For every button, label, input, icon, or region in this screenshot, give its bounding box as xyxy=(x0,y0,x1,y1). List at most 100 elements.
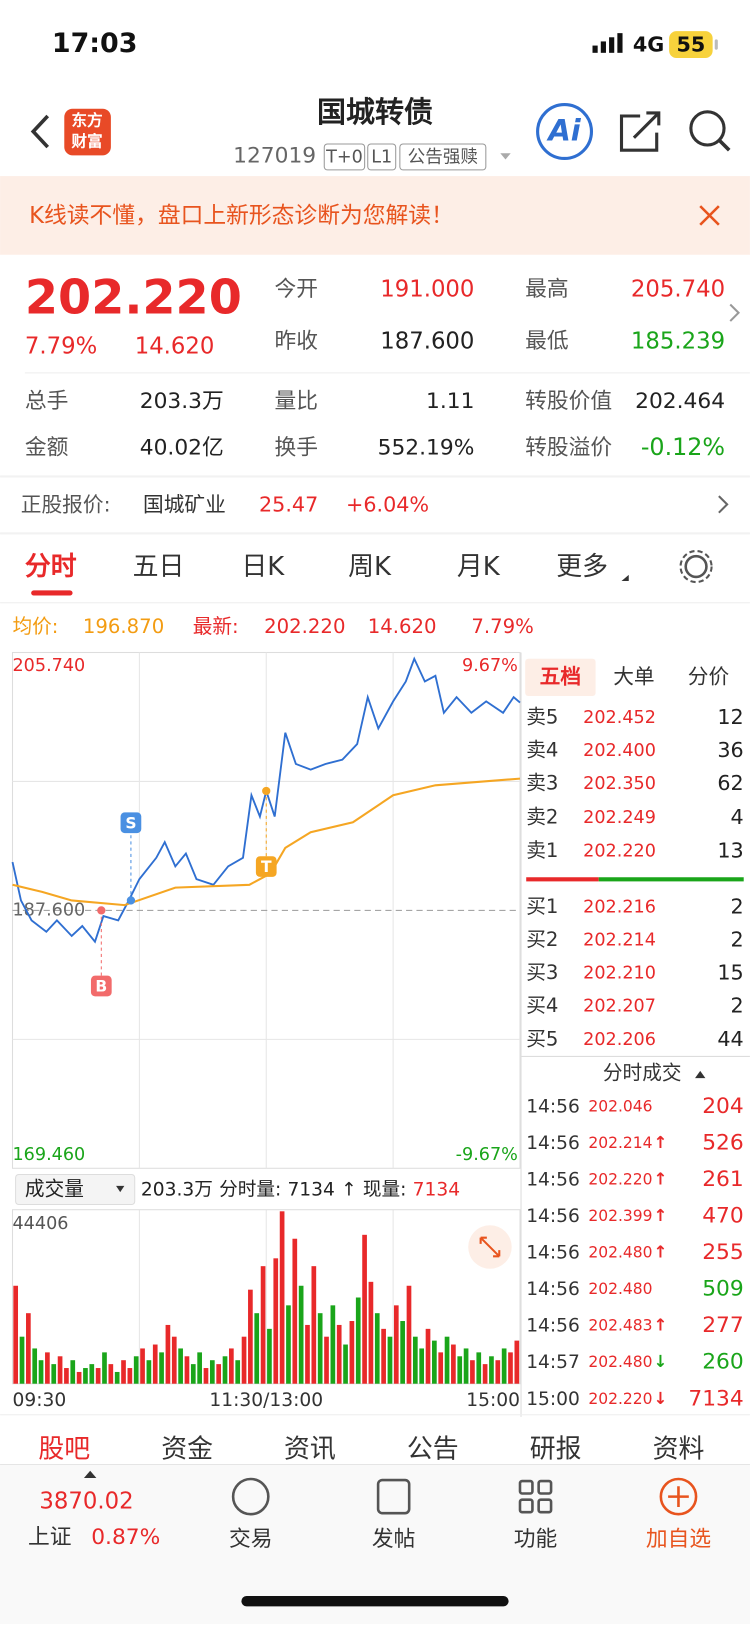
last-label: 最新: xyxy=(193,615,239,638)
stock-arrow[interactable] xyxy=(718,495,729,514)
book-volume: 62 xyxy=(717,771,743,795)
settings-button[interactable] xyxy=(684,554,708,579)
index-toggle[interactable] xyxy=(83,1470,97,1478)
tab[interactable]: 周K xyxy=(348,552,392,582)
volume-bar xyxy=(38,1360,44,1384)
trade-volume: 255 xyxy=(702,1240,744,1265)
stat-value: -0.12% xyxy=(641,433,725,461)
volume-bar xyxy=(70,1360,76,1384)
volume-bar xyxy=(133,1356,139,1384)
volume-bar xyxy=(393,1305,399,1384)
volume-bar xyxy=(140,1348,145,1384)
bottom-tab[interactable]: 股吧 xyxy=(38,1435,90,1465)
bond-code: 127019 xyxy=(233,143,316,168)
volume-header: 分时量: xyxy=(219,1180,281,1201)
trade-volume: 470 xyxy=(702,1204,744,1229)
volume-bar xyxy=(273,1258,279,1384)
volume-bar xyxy=(184,1356,190,1384)
trade-time: 14:56 xyxy=(526,1097,580,1118)
stock-change: +6.04% xyxy=(346,492,429,516)
volume-bar xyxy=(26,1313,31,1384)
share-button[interactable] xyxy=(619,111,661,152)
trade-time: 15:00 xyxy=(526,1389,580,1410)
book-price: 202.210 xyxy=(583,964,656,984)
tab[interactable]: 分时 xyxy=(25,552,77,582)
volume-bar xyxy=(216,1364,222,1384)
volume-bar xyxy=(444,1336,450,1384)
trade-marker xyxy=(97,906,106,915)
volume-bar xyxy=(260,1266,266,1384)
function-icon[interactable] xyxy=(518,1479,553,1514)
trade-marker xyxy=(126,896,136,905)
tab[interactable]: 月K xyxy=(457,552,501,582)
bottom-tab[interactable]: 资金 xyxy=(161,1435,213,1465)
volume-bar xyxy=(127,1368,133,1384)
more-arrow[interactable] xyxy=(729,303,741,322)
book-tab[interactable]: 分价 xyxy=(688,664,730,688)
volume-bar xyxy=(13,1285,19,1384)
trade-arrow: ↑ xyxy=(654,1170,668,1189)
volume-selector[interactable] xyxy=(15,1173,136,1206)
book-tab[interactable]: 大单 xyxy=(613,664,654,688)
nav-label[interactable]: 加自选 xyxy=(646,1527,711,1552)
banner-text[interactable]: K线读不懂，盘口上新形态诊断为您解读！ xyxy=(29,203,454,229)
search-button[interactable] xyxy=(689,110,726,147)
book-label: 买5 xyxy=(526,1027,558,1050)
book-label: 卖4 xyxy=(526,738,558,761)
marker-label: B xyxy=(95,978,107,996)
book-label: 卖2 xyxy=(526,806,558,829)
add-icon[interactable] xyxy=(659,1477,698,1516)
post-icon[interactable] xyxy=(376,1478,411,1515)
volume-bar xyxy=(463,1348,469,1384)
dropdown-arrow[interactable] xyxy=(500,153,511,160)
volume-bar xyxy=(508,1352,513,1384)
nav-label[interactable]: 交易 xyxy=(229,1527,273,1552)
volume-bar xyxy=(165,1324,171,1384)
separator xyxy=(0,475,750,478)
trade-volume: 509 xyxy=(702,1277,744,1302)
tab[interactable]: 更多 xyxy=(556,552,608,582)
separator xyxy=(0,532,750,535)
book-tab[interactable]: 五档 xyxy=(540,664,581,688)
book-price: 202.214 xyxy=(583,930,656,950)
trade-volume: 204 xyxy=(702,1094,744,1119)
trade-arrow: ↑ xyxy=(654,1133,668,1152)
volume-bar xyxy=(159,1352,164,1384)
volume-bar xyxy=(412,1336,418,1384)
x-tick-label: 11:30/13:00 xyxy=(209,1390,323,1411)
back-button[interactable] xyxy=(30,114,50,149)
volume-bar xyxy=(83,1368,88,1384)
bottom-tab[interactable]: 公告 xyxy=(407,1435,459,1465)
nav-label[interactable]: 发帖 xyxy=(372,1527,416,1552)
trade-price: 202.483 xyxy=(588,1317,652,1335)
banner-close[interactable] xyxy=(699,205,720,226)
index-value: 3870.02 xyxy=(39,1488,133,1514)
volume-bar xyxy=(349,1321,355,1384)
ai-button[interactable] xyxy=(536,103,594,161)
y2-tick-label: 9.67% xyxy=(462,656,518,676)
book-volume: 44 xyxy=(717,1027,743,1051)
volume-bar xyxy=(45,1352,50,1384)
tab[interactable]: 五日 xyxy=(133,552,185,582)
nav-label[interactable]: 功能 xyxy=(514,1527,557,1552)
trade-icon[interactable] xyxy=(231,1477,270,1516)
bottom-tab[interactable]: 资讯 xyxy=(284,1435,336,1465)
tag-box xyxy=(323,143,366,171)
trade-marker xyxy=(262,786,271,796)
bottom-tab[interactable]: 研报 xyxy=(530,1435,582,1465)
volume-bar xyxy=(76,1371,82,1384)
index-pct: 0.87% xyxy=(91,1525,160,1550)
tab[interactable]: 日K xyxy=(241,552,285,582)
trades-toggle[interactable] xyxy=(695,1070,706,1079)
volume-bar xyxy=(425,1328,431,1384)
bottom-tab[interactable]: 资料 xyxy=(653,1435,705,1465)
stock-name[interactable]: 国城矿业 xyxy=(143,492,226,516)
volume-bar xyxy=(501,1348,507,1384)
last-change-pct: 7.79% xyxy=(471,615,533,638)
stat-label: 换手 xyxy=(275,435,319,460)
trade-volume: 7134 xyxy=(688,1386,743,1411)
last-change: 14.620 xyxy=(368,615,437,638)
y2-tick-label: -9.67% xyxy=(456,1145,518,1165)
trade-volume: 260 xyxy=(702,1350,744,1375)
